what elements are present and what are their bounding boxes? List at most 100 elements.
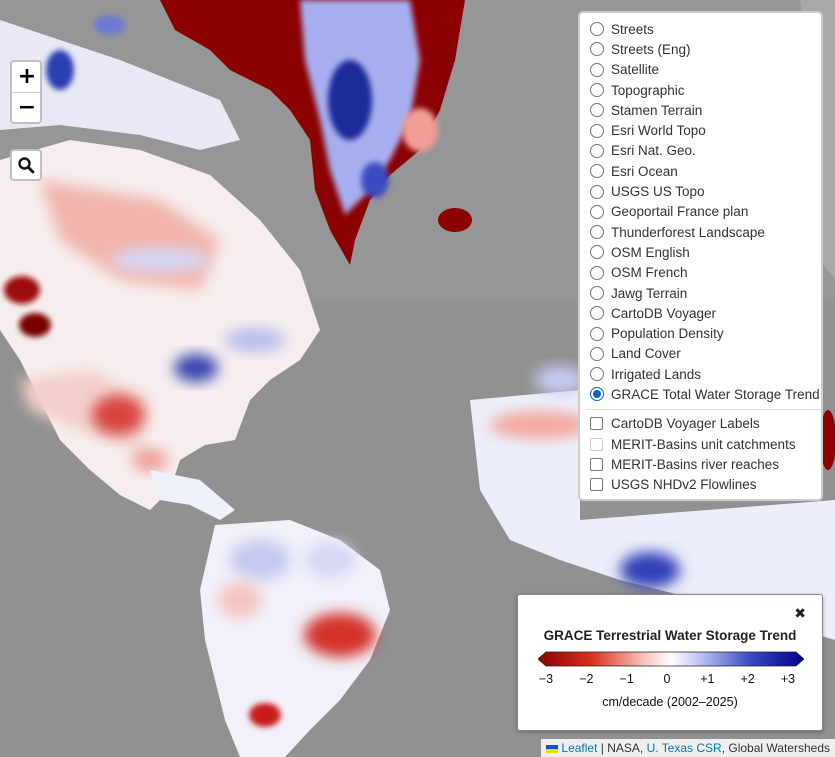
base-layer-option[interactable]: Streets xyxy=(590,19,811,39)
zoom-control: + − xyxy=(10,60,42,124)
base-layer-label: Jawg Terrain xyxy=(611,285,688,301)
checkbox[interactable] xyxy=(590,417,603,431)
checkbox xyxy=(590,437,603,451)
overlay-layer-label: MERIT-Basins river reaches xyxy=(611,456,780,472)
zoom-in-button[interactable]: + xyxy=(17,64,37,89)
legend-title: GRACE Terrestrial Water Storage Trend xyxy=(543,628,797,643)
base-layer-label: GRACE Total Water Storage Trend xyxy=(611,386,820,402)
base-layer-option[interactable]: Streets (Eng) xyxy=(590,39,811,59)
overlay-layer-label: MERIT-Basins unit catchments xyxy=(611,436,796,452)
legend-close-icon[interactable]: ✖ xyxy=(794,606,806,622)
base-layer-option[interactable]: Esri Ocean xyxy=(590,161,811,181)
overlay-layer-label: USGS NHDv2 Flowlines xyxy=(611,477,757,493)
base-layer-option[interactable]: Stamen Terrain xyxy=(590,100,811,120)
base-layer-option[interactable]: Thunderforest Landscape xyxy=(590,222,811,242)
leaflet-link[interactable]: Leaflet xyxy=(561,741,598,755)
radio[interactable] xyxy=(590,225,604,240)
legend-tick-label: +1 xyxy=(700,672,715,686)
base-layer-list: Streets Streets (Eng) Satellite Topographic… xyxy=(590,19,820,405)
radio[interactable] xyxy=(590,164,604,179)
radio[interactable] xyxy=(590,346,604,361)
legend-tick-label: 0 xyxy=(663,672,671,686)
base-layer-option[interactable]: Land Cover xyxy=(590,344,811,364)
radio[interactable] xyxy=(590,83,604,98)
legend-tick-label: −2 xyxy=(579,672,594,686)
radio[interactable] xyxy=(590,286,604,300)
north-america-land xyxy=(0,15,320,510)
base-layer-option[interactable]: USGS US Topo xyxy=(590,181,811,201)
base-layer-label: Esri World Topo xyxy=(611,123,706,139)
csr-link[interactable]: U. Texas CSR xyxy=(646,741,722,755)
base-layer-option[interactable]: Jawg Terrain xyxy=(590,283,811,303)
base-layer-label: Topographic xyxy=(611,82,685,98)
overlay-layer-label: CartoDB Voyager Labels xyxy=(611,416,760,432)
base-layer-option[interactable]: Irrigated Lands xyxy=(590,364,811,384)
base-layer-option[interactable]: OSM French xyxy=(590,263,811,283)
overlay-layer-option[interactable]: CartoDB Voyager Labels xyxy=(590,414,811,434)
radio[interactable] xyxy=(590,306,604,321)
base-layer-option[interactable]: Esri World Topo xyxy=(590,120,811,140)
legend-units: cm/decade (2002–2025) xyxy=(602,695,738,709)
base-layer-label: Thunderforest Landscape xyxy=(611,224,765,240)
base-layer-option[interactable]: OSM English xyxy=(590,242,811,262)
radio[interactable] xyxy=(590,123,604,138)
base-layer-label: Esri Nat. Geo. xyxy=(611,143,696,159)
base-layer-label: Land Cover xyxy=(611,346,681,362)
legend-tick-row: −3 −2 −1 0 +1 +2 +3 xyxy=(518,672,822,688)
radio[interactable] xyxy=(590,265,604,280)
search-button[interactable] xyxy=(10,149,42,181)
base-layer-option[interactable]: Geoportail France plan xyxy=(590,202,811,222)
radio[interactable] xyxy=(590,245,604,260)
radio[interactable] xyxy=(590,22,604,37)
base-layer-label: OSM English xyxy=(611,244,690,260)
base-layer-label: Irrigated Lands xyxy=(611,366,702,382)
base-layer-label: USGS US Topo xyxy=(611,184,705,200)
radio[interactable] xyxy=(590,62,604,77)
radio[interactable] xyxy=(590,42,604,57)
legend-tick-label: −3 xyxy=(538,672,554,686)
overlay-layer-option[interactable]: MERIT-Basins river reaches xyxy=(590,454,811,474)
base-layer-option[interactable]: Satellite xyxy=(590,60,811,80)
base-layer-option[interactable]: Population Density xyxy=(590,323,811,343)
base-layer-label: Streets (Eng) xyxy=(611,41,691,57)
checkbox[interactable] xyxy=(590,478,603,492)
radio[interactable] xyxy=(590,326,604,341)
legend-panel: ✖ GRACE Terrestrial Water Storage Trend … xyxy=(517,594,823,731)
layer-separator xyxy=(586,408,821,410)
overlay-layer-option: MERIT-Basins unit catchments xyxy=(590,434,811,454)
base-layer-label: Streets xyxy=(611,21,654,37)
radio[interactable] xyxy=(590,367,604,382)
legend-tick-label: −1 xyxy=(619,672,634,686)
overlay-layer-list: CartoDB Voyager Labels MERIT-Basins unit … xyxy=(590,414,811,495)
legend-tick-label: +2 xyxy=(740,672,755,686)
base-layer-label: Geoportail France plan xyxy=(611,204,749,220)
radio[interactable] xyxy=(590,204,604,219)
base-layer-label: Stamen Terrain xyxy=(611,102,703,118)
central-america-land xyxy=(150,470,235,520)
attribution: Leaflet | NASA, U. Texas CSR, Global Wat… xyxy=(541,739,835,757)
search-icon xyxy=(18,157,35,174)
base-layer-label: Population Density xyxy=(611,326,724,342)
radio[interactable] xyxy=(590,143,604,158)
radio-selected[interactable] xyxy=(590,387,604,402)
south-america-land xyxy=(200,520,390,757)
base-layer-option[interactable]: Esri Nat. Geo. xyxy=(590,141,811,161)
checkbox[interactable] xyxy=(590,457,603,471)
greenland-land xyxy=(160,0,472,265)
radio[interactable] xyxy=(590,103,604,118)
base-layer-label: Satellite xyxy=(611,62,660,78)
base-layer-option[interactable]: Topographic xyxy=(590,80,811,100)
legend-colorbar xyxy=(538,651,804,667)
base-layer-label: OSM French xyxy=(611,265,688,281)
base-layer-label: CartoDB Voyager xyxy=(611,305,717,321)
base-layer-option[interactable]: GRACE Total Water Storage Trend xyxy=(590,384,820,404)
radio[interactable] xyxy=(590,184,604,199)
legend-tick-label: +3 xyxy=(780,672,796,686)
zoom-out-button[interactable]: − xyxy=(12,92,40,122)
attribution-rest: , Global Watersheds xyxy=(721,741,830,755)
base-layer-option[interactable]: CartoDB Voyager xyxy=(590,303,811,323)
attribution-nasa: | NASA, xyxy=(597,741,647,755)
overlay-layer-option[interactable]: USGS NHDv2 Flowlines xyxy=(590,475,811,495)
base-layer-label: Esri Ocean xyxy=(611,163,678,179)
ukraine-flag-icon xyxy=(546,744,559,753)
